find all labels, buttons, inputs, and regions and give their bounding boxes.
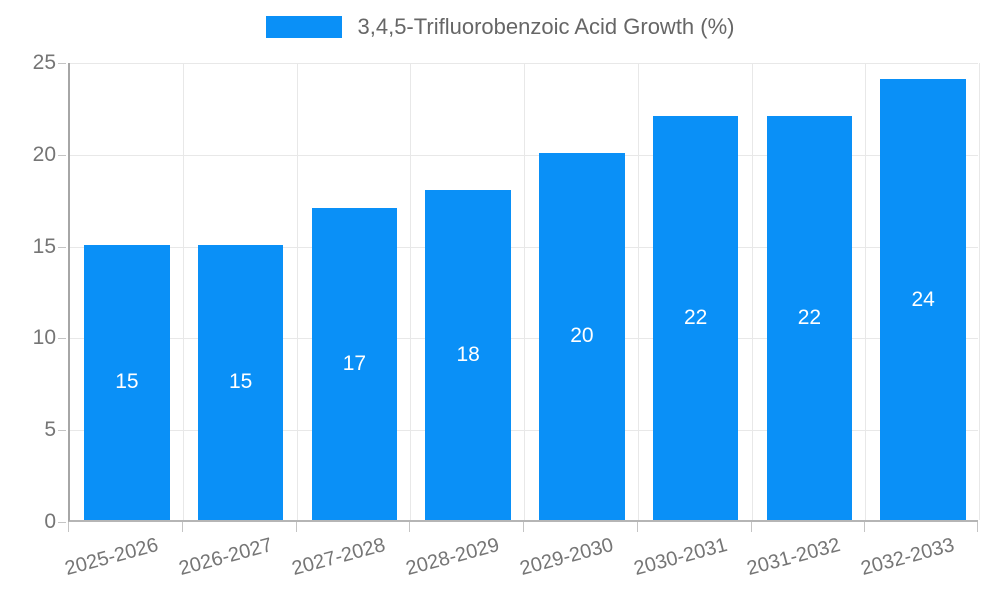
x-tick-label: 2032-2033 <box>858 534 957 581</box>
chart-legend[interactable]: 3,4,5-Trifluorobenzoic Acid Growth (%) <box>0 14 1000 40</box>
bar[interactable]: 15 <box>197 244 284 520</box>
v-gridline <box>637 63 639 520</box>
bar-value-label: 17 <box>342 351 367 375</box>
bar[interactable]: 18 <box>425 189 511 520</box>
x-tick-mark <box>181 522 183 532</box>
x-tick-label: 2027-2028 <box>289 534 389 581</box>
bar[interactable]: 15 <box>84 244 170 520</box>
v-gridline <box>524 63 525 520</box>
bar[interactable]: 24 <box>880 79 966 520</box>
y-tick-label: 15 <box>32 234 56 258</box>
y-tick-label: 0 <box>44 510 56 533</box>
bar[interactable]: 20 <box>539 152 625 520</box>
y-tick-mark <box>58 63 66 64</box>
x-tick-mark <box>295 522 297 532</box>
x-tick-mark <box>750 522 752 532</box>
bar-value-label: 15 <box>228 370 253 394</box>
plot-area: 15 15 17 18 20 22 22 24 <box>68 63 980 522</box>
bar-value-label: 15 <box>115 370 139 394</box>
bar[interactable]: 17 <box>311 207 398 520</box>
bar-value-label: 18 <box>456 342 480 366</box>
v-gridline <box>410 63 412 520</box>
v-gridline <box>751 63 753 520</box>
x-tick-mark <box>68 522 69 532</box>
bar-value-label: 22 <box>683 306 708 330</box>
y-tick-mark <box>58 246 66 248</box>
bar[interactable]: 22 <box>766 116 853 520</box>
y-tick-mark <box>58 154 66 156</box>
v-gridline <box>865 63 867 520</box>
x-tick-mark <box>409 522 411 532</box>
y-tick-mark <box>58 338 66 340</box>
y-tick-label: 25 <box>32 51 56 74</box>
x-tick-label: 2030-2031 <box>631 534 730 581</box>
x-tick-label: 2025-2026 <box>62 534 161 581</box>
bar-value-label: 22 <box>797 306 822 330</box>
bar-value-label: 24 <box>911 287 935 311</box>
bar[interactable]: 22 <box>652 116 739 520</box>
x-tick-mark <box>523 522 524 532</box>
x-tick-mark <box>864 522 866 532</box>
v-gridline <box>979 63 980 520</box>
x-tick-label: 2031-2032 <box>744 534 844 581</box>
legend-label: 3,4,5-Trifluorobenzoic Acid Growth (%) <box>357 14 735 39</box>
y-tick-label: 20 <box>32 142 56 166</box>
bar-value-label: 20 <box>570 324 594 348</box>
x-tick-mark <box>636 522 638 532</box>
y-tick-label: 10 <box>32 326 56 350</box>
x-tick-mark <box>977 522 978 532</box>
x-tick-label: 2026-2027 <box>176 534 275 581</box>
x-tick-label: 2028-2029 <box>403 534 502 581</box>
v-gridline <box>182 63 184 520</box>
legend-swatch <box>265 16 342 38</box>
y-tick-label: 5 <box>44 418 56 442</box>
x-tick-label: 2029-2030 <box>517 534 616 581</box>
y-tick-mark <box>58 522 66 523</box>
v-gridline <box>296 63 298 520</box>
y-tick-mark <box>58 430 66 432</box>
